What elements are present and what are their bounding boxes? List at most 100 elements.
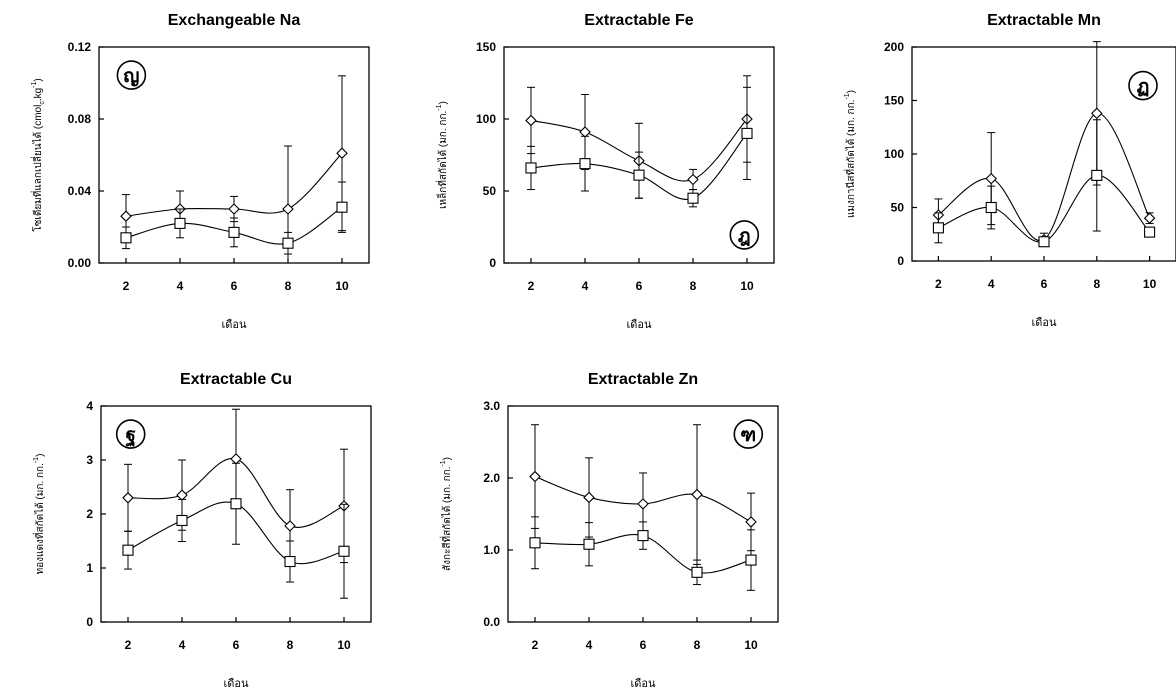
square-point	[687, 192, 699, 204]
square-point	[637, 530, 649, 542]
x-axis-label: เดือน	[630, 677, 656, 690]
chart-title: Extractable Mn	[987, 12, 1101, 29]
diamond-point	[176, 489, 188, 501]
square-point	[745, 554, 757, 566]
x-tick-label: 4	[177, 279, 184, 293]
y-tick-label: 1.0	[483, 543, 500, 557]
y-tick-label: 1	[86, 561, 93, 575]
x-axis-label: เดือน	[221, 318, 247, 331]
x-tick-label: 10	[335, 279, 349, 293]
y-tick-label: 0	[489, 256, 496, 270]
series-diamond	[122, 408, 350, 564]
square-point	[579, 158, 591, 170]
series-square	[122, 462, 350, 599]
x-tick-label: 2	[935, 277, 942, 291]
y-axis-label: เหล็กที่สกัดได้ (มก. กก.-1)	[435, 101, 449, 209]
square-point	[985, 201, 997, 214]
svg-text:ฑ: ฑ	[740, 425, 756, 446]
diamond-point	[745, 516, 757, 528]
panel-badge: ฐ	[115, 419, 146, 449]
x-tick-label: 10	[744, 638, 758, 652]
diamond-point	[637, 498, 649, 510]
x-tick-label: 4	[586, 638, 593, 652]
square-point	[525, 162, 537, 174]
chart-panel-3: Extractable Mn 0 50 100 150 200 2 4 6 8 10 เดือน แมง…	[843, 12, 1176, 329]
square-point	[120, 232, 132, 244]
svg-text:ฏ: ฏ	[1137, 77, 1150, 98]
x-axis-label: เดือน	[1031, 316, 1057, 329]
x-tick-label: 6	[233, 638, 240, 652]
x-tick-label: 4	[582, 279, 589, 293]
square-point	[122, 544, 134, 556]
diamond-point	[282, 203, 294, 215]
series-square	[529, 516, 757, 591]
diamond-point	[579, 126, 591, 138]
y-tick-label: 2.0	[483, 471, 500, 485]
x-tick-label: 8	[690, 279, 697, 293]
x-tick-label: 4	[179, 638, 186, 652]
y-axis-label: สังกะสีที่สกัดได้ (มก. กก.-1)	[439, 457, 453, 571]
y-tick-label: 0.00	[68, 256, 92, 270]
diamond-point	[529, 470, 541, 483]
square-point	[336, 201, 348, 213]
x-tick-label: 2	[528, 279, 535, 293]
square-point	[932, 222, 944, 234]
square-point	[176, 514, 188, 527]
square-point	[583, 538, 595, 550]
square-point	[230, 498, 242, 510]
x-tick-label: 2	[532, 638, 539, 652]
y-axis-label: ทองแดงที่สกัดได้ (มก. กก.-1)	[32, 454, 46, 575]
chart-title: Extractable Fe	[584, 12, 693, 29]
y-tick-label: 150	[476, 40, 496, 54]
square-point	[338, 545, 350, 557]
x-tick-label: 8	[285, 279, 292, 293]
svg-text:ฐ: ฐ	[125, 425, 135, 448]
series-line	[938, 112, 1151, 242]
panel-badge: ญ	[116, 60, 147, 90]
y-tick-label: 4	[86, 399, 93, 413]
square-point	[1091, 169, 1103, 181]
panel-badge: ฏ	[1128, 70, 1158, 101]
chart-title: Extractable Cu	[180, 371, 292, 388]
x-tick-label: 2	[123, 279, 130, 293]
x-axis-label: เดือน	[223, 677, 249, 690]
diamond-point	[687, 173, 699, 186]
diamond-point	[691, 488, 703, 501]
svg-text:ฎ: ฎ	[738, 226, 751, 247]
x-tick-label: 6	[636, 279, 643, 293]
x-tick-label: 8	[1093, 277, 1100, 291]
chart-panel-5: Extractable Zn 0.0 1.0 2.0 3.0 2 4 6 8 10 เดือน สัง…	[439, 371, 779, 690]
y-tick-label: 0.08	[68, 112, 92, 126]
square-point	[1038, 236, 1050, 248]
svg-text:ญ: ญ	[123, 66, 139, 87]
chart-panel-4: Extractable Cu 0 1 2 3 4 2 4 6 8 10 เดือน ทองแดงที่ส…	[32, 371, 372, 690]
diamond-point	[1091, 107, 1103, 120]
x-tick-label: 10	[740, 279, 754, 293]
chart-title: Exchangeable Na	[168, 12, 301, 29]
chart-title: Extractable Zn	[588, 371, 698, 388]
series-square	[120, 181, 348, 255]
diamond-point	[122, 492, 134, 504]
panel-badge: ฑ	[733, 419, 764, 449]
x-tick-label: 6	[640, 638, 647, 652]
y-tick-label: 150	[884, 94, 904, 108]
x-tick-label: 10	[1143, 277, 1157, 291]
series-square	[525, 86, 753, 208]
panel-badge: ฎ	[729, 220, 760, 250]
y-tick-label: 100	[476, 112, 496, 126]
y-tick-label: 0.04	[68, 184, 92, 198]
square-point	[174, 217, 186, 229]
x-tick-label: 8	[694, 638, 701, 652]
y-tick-label: 50	[891, 201, 905, 215]
square-point	[282, 237, 294, 249]
x-tick-label: 4	[988, 277, 995, 291]
y-tick-label: 2	[86, 507, 93, 521]
square-point	[691, 566, 703, 578]
x-tick-label: 6	[1041, 277, 1048, 291]
y-tick-label: 3.0	[483, 399, 500, 413]
diamond-point	[1143, 212, 1156, 224]
square-point	[284, 555, 296, 568]
x-tick-label: 10	[337, 638, 351, 652]
diamond-point	[336, 147, 348, 159]
y-tick-label: 0.12	[68, 40, 92, 54]
